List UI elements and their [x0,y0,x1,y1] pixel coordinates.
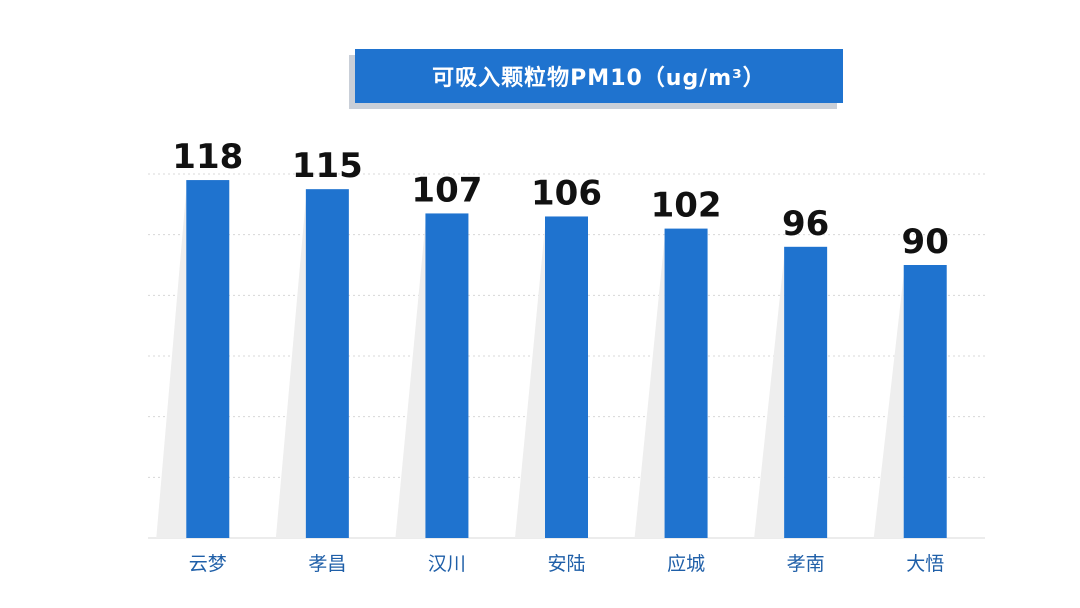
bar [425,213,469,538]
x-tick-label: 安陆 [547,553,585,575]
bar-shadow [754,256,785,538]
bar [903,265,947,538]
x-tick-label: 应城 [667,553,705,575]
bar [784,246,828,539]
bar-shadow [873,275,904,538]
bar-shadow [515,226,545,538]
bar [545,216,588,538]
x-tick-label: 孝南 [787,553,825,575]
bar-value-label: 115 [292,146,363,186]
x-tick-label: 汉川 [428,553,466,575]
bar-value-label: 96 [782,204,829,244]
bar-value-label: 107 [411,170,482,210]
bar-shadow [634,238,665,538]
bar-value-label: 102 [651,186,722,226]
x-tick-label: 云梦 [189,553,227,575]
bar-shadow [395,223,426,538]
bar [186,180,230,539]
bar [664,228,708,538]
bar-value-label: 90 [902,222,949,262]
bar-value-label: 106 [531,173,602,213]
x-tick-label: 孝昌 [308,553,346,575]
chart-title: 可吸入颗粒物PM10（ug/m³） [355,49,843,103]
bar-shadow [156,190,187,539]
bar-shadow [275,199,306,538]
bar-value-label: 118 [172,137,243,177]
x-tick-label: 大悟 [906,553,944,575]
bar [305,189,349,538]
